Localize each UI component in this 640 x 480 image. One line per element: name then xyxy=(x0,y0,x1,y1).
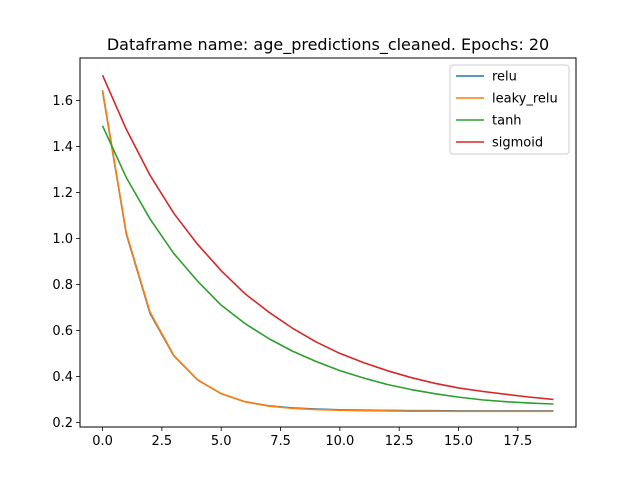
y-tick-label: 0.2 xyxy=(52,416,73,431)
legend-label-tanh: tanh xyxy=(492,114,522,129)
x-tick-label: 2.5 xyxy=(152,434,173,449)
axes-frame xyxy=(79,57,577,428)
legend-box xyxy=(449,64,570,155)
x-tick-label: 0.0 xyxy=(92,434,113,449)
legend-label-leaky-relu: leaky_relu xyxy=(492,92,558,107)
y-tick-label: 0.6 xyxy=(52,324,73,339)
y-tick-label: 1.2 xyxy=(52,186,73,201)
y-tick-label: 1.0 xyxy=(52,232,73,247)
chart-title: Dataframe name: age_predictions_cleaned.… xyxy=(107,35,549,55)
y-tick-label: 1.6 xyxy=(52,94,73,109)
x-axis: 0.0 2.5 5.0 7.5 10.0 12.5 15.0 17.5 xyxy=(92,427,532,449)
series-line-tanh xyxy=(101,125,554,405)
y-tick-label: 1.4 xyxy=(52,140,73,155)
x-tick-label: 7.5 xyxy=(270,434,291,449)
x-tick-label: 17.5 xyxy=(503,434,532,449)
y-tick-label: 0.4 xyxy=(52,370,73,385)
y-axis: 0.2 0.4 0.6 0.8 1.0 1.2 1.4 1.6 xyxy=(52,94,80,431)
x-tick-label: 5.0 xyxy=(211,434,232,449)
x-tick-label: 15.0 xyxy=(444,434,473,449)
legend-label-relu: relu xyxy=(492,70,517,85)
x-tick-label: 10.0 xyxy=(325,434,354,449)
series-line-leaky-relu xyxy=(101,90,554,413)
x-tick-label: 12.5 xyxy=(385,434,414,449)
legend-label-sigmoid: sigmoid xyxy=(492,136,543,151)
y-tick-label: 0.8 xyxy=(52,278,73,293)
series-line-sigmoid xyxy=(101,74,554,401)
plot-area xyxy=(101,74,554,413)
